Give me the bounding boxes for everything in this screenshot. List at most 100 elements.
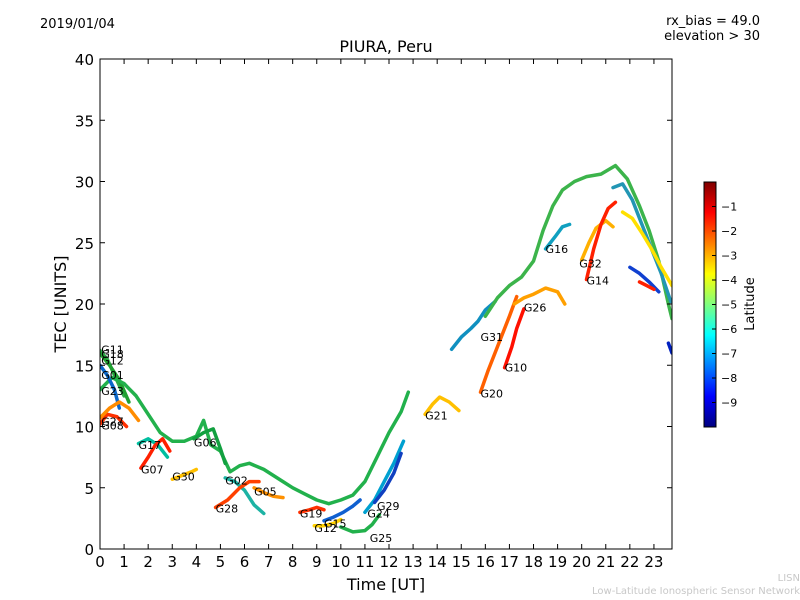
x-tick-label: 1 [119, 553, 129, 571]
x-tick-label: 9 [312, 553, 322, 571]
x-tick-label: 6 [240, 553, 250, 571]
x-tick-label: 16 [476, 553, 495, 571]
x-tick-label: 11 [355, 553, 374, 571]
point-label-layer: G11G18G12G01G23G27G08G17G07G30G06G02G28G… [101, 243, 609, 545]
series-g02 [223, 476, 266, 516]
series-g21 [423, 395, 461, 417]
satellite-label: G01 [101, 369, 124, 382]
satellite-label: G30 [172, 471, 195, 484]
x-tick-label: 13 [404, 553, 423, 571]
credits: LISN Low-Latitude Ionospheric Sensor Net… [592, 572, 800, 598]
series-g13 [483, 163, 672, 321]
x-axis: 0 1 2 3 4 5 6 7 8 9 10 11 12 13 14 15 16 17 18 19 20 21 22 23 [95, 59, 663, 571]
satellite-label: G17 [139, 439, 162, 452]
colorbar-tick-label: −5 [721, 299, 737, 312]
x-tick-label: 19 [548, 553, 567, 571]
date-label: 2019/01/04 [40, 17, 115, 32]
satellite-label: G26 [524, 302, 547, 315]
series-g27 [100, 400, 141, 423]
satellite-label: G15 [324, 517, 347, 530]
series-g28 [213, 479, 261, 510]
series-g22 [620, 210, 672, 288]
x-tick-label: 20 [572, 553, 591, 571]
credits-line-2: Low-Latitude Ionospheric Sensor Network [592, 586, 800, 597]
satellite-label: G27 [101, 416, 124, 429]
chart-title: PIURA, Peru [339, 37, 432, 56]
series-g12 [312, 517, 343, 528]
x-tick-label: 22 [620, 553, 639, 571]
x-tick-label: 4 [192, 553, 202, 571]
series-g32 [579, 218, 615, 262]
series-g07 [139, 437, 172, 470]
colorbar-tick-label: −2 [721, 225, 737, 238]
y-tick-label: 25 [75, 235, 94, 253]
colorbar-label: Latitude [743, 277, 758, 331]
series-g31 [449, 299, 497, 352]
x-tick-label: 17 [500, 553, 519, 571]
y-axis-label: TEC [UNITS] [51, 256, 70, 354]
satellite-label: G12 [101, 354, 124, 367]
satellite-label: G31 [481, 331, 504, 344]
satellite-label: G25 [370, 532, 393, 545]
series-g25 [339, 512, 382, 534]
x-axis-label: Time [UT] [346, 575, 425, 594]
satellite-label: G12 [314, 522, 337, 535]
series-g19 [298, 505, 326, 515]
series-g18 [100, 351, 131, 404]
x-tick-label: 7 [264, 553, 274, 571]
series-g04 [637, 280, 656, 292]
series-g14 [584, 200, 618, 282]
satellite-label: G11 [101, 343, 124, 356]
satellite-label: G08 [101, 419, 124, 432]
satellite-label: G07 [141, 463, 164, 476]
satellite-label: G24 [367, 507, 390, 520]
series-g10 [502, 307, 526, 370]
x-tick-label: 21 [596, 553, 615, 571]
satellite-label: G29 [377, 500, 400, 513]
series-g33 [666, 341, 672, 355]
y-tick-label: 35 [75, 112, 94, 130]
colorbar-tick-label: −4 [721, 274, 737, 287]
y-tick-label: 0 [84, 541, 94, 559]
satellite-label: G02 [225, 474, 248, 487]
series-g26 [512, 286, 567, 306]
satellite-label: G21 [425, 409, 448, 422]
satellite-label: G05 [254, 485, 277, 498]
colorbar: −9 −8 −7 −6 −5 −4 −3 −2 −1 Latitude [703, 181, 758, 428]
series-g01 [100, 363, 122, 410]
satellite-label: G14 [587, 275, 610, 288]
colorbar-tick-label: −8 [721, 372, 737, 385]
satellite-label: G32 [579, 258, 602, 271]
series-g09 [628, 265, 661, 294]
colorbar-tick-label: −1 [721, 201, 737, 214]
series-g30 [170, 467, 199, 481]
satellite-label: G16 [546, 243, 569, 256]
series-g24 [363, 439, 406, 515]
x-tick-label: 18 [524, 553, 543, 571]
y-tick-label: 20 [75, 296, 94, 314]
satellite-label: G06 [194, 436, 217, 449]
x-tick-label: 10 [331, 553, 350, 571]
x-tick-label: 5 [216, 553, 226, 571]
x-tick-label: 14 [428, 553, 447, 571]
series-g05 [252, 486, 285, 500]
series-g15 [322, 498, 362, 523]
satellite-label: G10 [505, 362, 528, 375]
x-tick-label: 0 [95, 553, 105, 571]
satellite-label: G20 [481, 387, 504, 400]
series-g29 [372, 451, 403, 505]
colorbar-tick-label: −6 [721, 323, 737, 336]
series-layer [100, 163, 672, 534]
colorbar-tick-label: −9 [721, 397, 737, 410]
series-g20 [478, 294, 519, 394]
elevation-label: elevation > 30 [664, 29, 760, 44]
x-tick-label: 15 [452, 553, 471, 571]
series-g16 [543, 222, 572, 251]
series-g03 [611, 182, 672, 304]
y-axis: 0 5 10 15 20 25 30 35 40 [75, 51, 672, 559]
satellite-label: G28 [216, 503, 239, 516]
satellite-label: G18 [101, 348, 124, 361]
rx-bias-label: rx_bias = 49.0 [666, 14, 760, 29]
x-tick-label: 3 [167, 553, 177, 571]
x-tick-label: 23 [644, 553, 663, 571]
